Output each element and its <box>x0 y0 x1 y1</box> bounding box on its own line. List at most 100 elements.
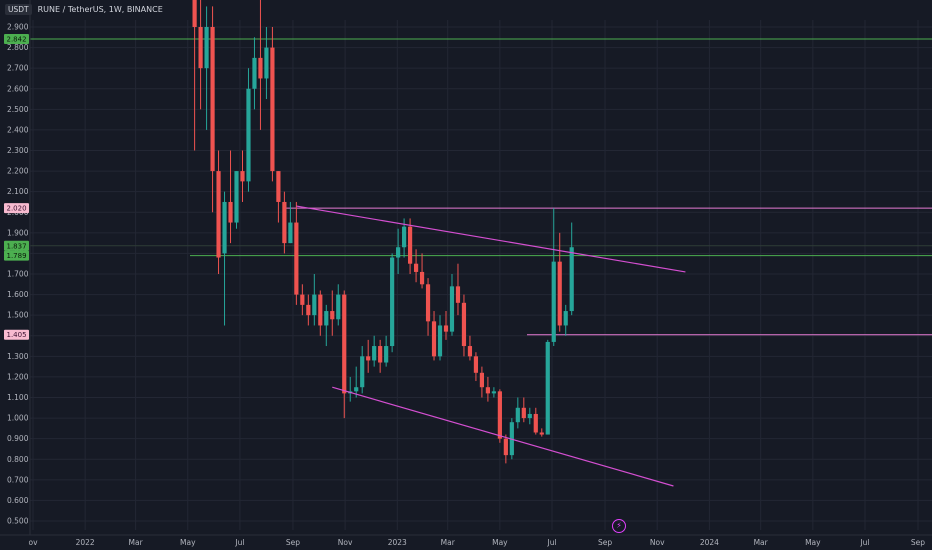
price-tag <box>4 33 29 44</box>
price-tag-label: 1.405 <box>7 331 27 339</box>
candle-body[interactable] <box>306 304 311 316</box>
price-tag <box>4 203 29 214</box>
y-tick-label: 0.700 <box>7 475 29 484</box>
candle-body[interactable] <box>533 413 538 433</box>
candle-body[interactable] <box>551 261 556 342</box>
candle-body[interactable] <box>270 47 275 172</box>
candle-body[interactable] <box>198 27 203 69</box>
candle-body[interactable] <box>449 286 455 332</box>
candle-body[interactable] <box>437 325 443 357</box>
candle-body[interactable] <box>264 47 269 79</box>
candle-body[interactable] <box>324 311 329 326</box>
currency-badge[interactable]: USDT <box>5 3 32 15</box>
candle-body[interactable] <box>384 346 389 363</box>
candle-body[interactable] <box>539 432 544 435</box>
x-tick-label: Nov <box>650 538 665 547</box>
y-tick-label: 0.500 <box>7 517 29 526</box>
candle-body[interactable] <box>569 247 574 312</box>
trendline[interactable] <box>296 205 686 273</box>
price-axis[interactable]: 0.500 0.600 0.700 0.800 0.900 1.000 1.100 1.200… <box>7 0 31 535</box>
candle-body[interactable] <box>443 325 449 332</box>
grid-lines <box>30 20 932 530</box>
candle-body[interactable] <box>204 27 209 69</box>
candle-body[interactable] <box>312 294 317 316</box>
candle-body[interactable] <box>246 88 251 182</box>
candle-body[interactable] <box>252 57 257 89</box>
candle-body[interactable] <box>396 247 401 258</box>
candle-body[interactable] <box>372 346 377 361</box>
candle-body[interactable] <box>431 321 437 357</box>
candle-body[interactable] <box>467 346 473 357</box>
candle-body[interactable] <box>282 201 287 244</box>
x-tick-label: Sep <box>286 538 300 547</box>
candle-body[interactable] <box>390 257 395 347</box>
candle-body[interactable] <box>366 356 371 361</box>
candle-body[interactable] <box>461 302 467 347</box>
candle-body[interactable] <box>216 171 221 258</box>
x-tick-label: 2022 <box>76 538 95 547</box>
candle-body[interactable] <box>413 263 419 272</box>
candle-body[interactable] <box>210 27 215 172</box>
candle-body[interactable] <box>234 171 239 223</box>
candle-body[interactable] <box>354 387 359 392</box>
candle-body[interactable] <box>425 284 431 322</box>
candle-body[interactable] <box>378 346 383 363</box>
trendline[interactable] <box>332 386 674 487</box>
candle-body[interactable] <box>419 271 425 285</box>
price-tag <box>4 329 29 340</box>
candle-body[interactable] <box>402 226 407 248</box>
candle-body[interactable] <box>497 391 502 439</box>
candle-body[interactable] <box>545 341 550 435</box>
candle-body[interactable] <box>228 201 233 223</box>
time-axis[interactable]: ov 2022 Mar May Jul Sep Nov 2023 Mar May Jul Sep Nov… <box>0 534 932 547</box>
horizontal-levels <box>30 38 932 336</box>
candle-body[interactable] <box>288 222 293 244</box>
y-tick-label: 2.800 <box>7 43 29 52</box>
candle-body[interactable] <box>294 222 299 295</box>
lightning-icon[interactable]: ⚡ <box>612 519 626 533</box>
candle-body[interactable] <box>336 294 341 320</box>
candle-body[interactable] <box>222 201 227 254</box>
candle-body[interactable] <box>521 407 526 419</box>
candle-body[interactable] <box>515 407 520 423</box>
candle-body[interactable] <box>360 356 365 388</box>
candle-body[interactable] <box>479 372 485 388</box>
candle-body[interactable] <box>330 311 335 320</box>
x-tick-label: Mar <box>129 538 144 547</box>
candle-body[interactable] <box>485 387 490 394</box>
candle-body[interactable] <box>342 294 347 394</box>
candle-body[interactable] <box>557 261 562 326</box>
candle-body[interactable] <box>276 171 281 202</box>
candle-body[interactable] <box>300 294 305 305</box>
candle-body[interactable] <box>240 171 245 182</box>
chart-header: USDT RUNE / TetherUS, 1W, BINANCE <box>5 2 163 16</box>
price-tag-label: 1.837 <box>7 242 27 250</box>
x-tick-label: 2024 <box>700 538 719 547</box>
price-tag <box>4 240 29 251</box>
candle-body[interactable] <box>491 391 496 394</box>
x-tick-label: May <box>805 538 821 547</box>
candle-body[interactable] <box>407 226 413 264</box>
candlesticks <box>192 0 574 464</box>
y-tick-label: 1.000 <box>7 414 29 423</box>
y-tick-label: 2.300 <box>7 146 29 155</box>
y-tick-label: 1.700 <box>7 270 29 279</box>
y-tick-label: 0.900 <box>7 434 29 443</box>
y-tick-label: 1.300 <box>7 352 29 361</box>
x-tick-label: Jul <box>859 538 869 547</box>
candle-body[interactable] <box>318 294 323 326</box>
y-tick-label: 2.900 <box>7 23 29 32</box>
candle-body[interactable] <box>455 286 461 303</box>
candle-body[interactable] <box>192 0 197 27</box>
price-tags: 2.842 2.020 1.837 1.789 1.405 <box>4 33 29 340</box>
y-tick-label: 2.100 <box>7 187 29 196</box>
x-tick-label: Sep <box>598 538 612 547</box>
candle-body[interactable] <box>503 438 508 456</box>
candle-body[interactable] <box>258 57 263 79</box>
candle-body[interactable] <box>473 356 479 373</box>
candle-body[interactable] <box>527 413 532 419</box>
candle-body[interactable] <box>563 311 568 326</box>
y-tick-label: 1.100 <box>7 393 29 402</box>
x-tick-label: ov <box>28 538 38 547</box>
